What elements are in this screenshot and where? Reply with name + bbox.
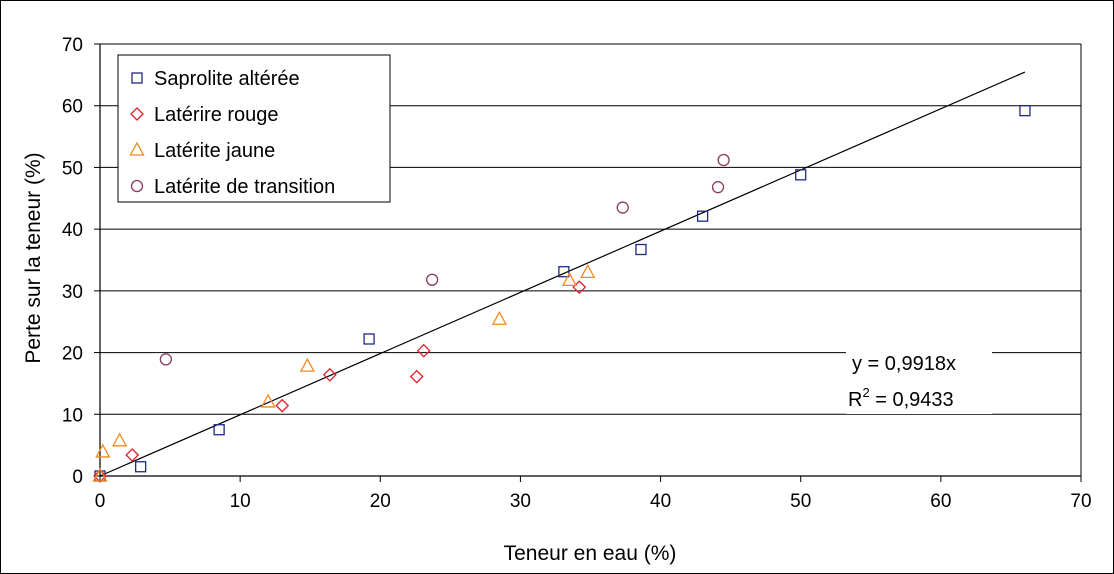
data-point-diamond: [322, 367, 337, 382]
axis-ticks: 0 10 20 30 40 50 60 70 0 10 20 30 40 50 60 70: [62, 35, 1092, 512]
data-point-diamond: [125, 448, 140, 462]
legend-marker-diamond: [130, 107, 144, 121]
x-tick-label: 20: [370, 491, 391, 512]
trendline-equation: y = 0,9918x R2 = 0,9433: [846, 342, 992, 414]
data-point-circle: [425, 273, 439, 286]
data-point-triangle: [561, 272, 578, 287]
x-tick-label: 50: [790, 491, 811, 512]
data-point-diamond: [93, 469, 107, 483]
data-point-triangle: [299, 357, 316, 372]
data-point-triangle: [112, 432, 128, 447]
gridlines: [99, 43, 1082, 477]
y-tick-label: 70: [62, 35, 83, 56]
data-point-square: [558, 266, 570, 278]
x-tick-label: 0: [95, 491, 106, 512]
data-point-square: [635, 243, 647, 256]
legend-marker-circle: [130, 179, 144, 193]
data-points: [92, 105, 1031, 483]
data-point-circle: [711, 181, 725, 194]
legend-label: Latérite de transition: [154, 176, 335, 198]
legend-label: Latérite jaune: [154, 140, 275, 162]
y-tick-label: 10: [62, 405, 83, 426]
y-tick-label: 20: [62, 344, 83, 365]
y-tick-label: 50: [62, 158, 83, 179]
x-tick-label: 10: [230, 491, 251, 512]
r-squared-sup: 2: [862, 385, 869, 400]
data-point-triangle: [260, 393, 276, 408]
trendline: [99, 71, 1026, 477]
x-tick-label: 70: [1070, 491, 1091, 512]
data-point-triangle: [580, 263, 596, 278]
legend: Saprolite altérée Latérire rouge Latérite …: [117, 54, 391, 203]
data-point-triangle: [92, 467, 108, 482]
data-point-square: [363, 333, 375, 345]
y-tick-label: 40: [62, 220, 83, 241]
data-point-triangle: [95, 443, 111, 458]
equation-text: y = 0,9918x: [852, 353, 956, 375]
data-point-square: [1019, 105, 1031, 117]
data-point-triangle: [491, 310, 507, 325]
x-tick-label: 30: [510, 491, 531, 512]
y-axis-label: Perte sur la teneur (%): [22, 152, 45, 363]
data-point-circle: [159, 353, 173, 366]
x-tick-label: 60: [930, 491, 951, 512]
legend-marker-square: [131, 72, 143, 84]
data-point-diamond: [416, 343, 431, 358]
data-point-circle: [616, 201, 629, 214]
equation-background: [846, 342, 992, 414]
legend-marker-triangle: [129, 141, 145, 156]
r-squared-value: = 0,9433: [870, 389, 954, 411]
r-squared-label: R: [848, 389, 862, 411]
trendline-group: [99, 71, 1026, 477]
data-point-square: [696, 210, 709, 222]
y-tick-label: 0: [72, 467, 83, 488]
y-tick-label: 30: [62, 282, 83, 303]
legend-box: [117, 54, 391, 203]
data-point-square: [795, 169, 807, 181]
r-squared-text: R2 = 0,9433: [848, 385, 954, 411]
x-tick-label: 40: [650, 491, 671, 512]
y-tick-label: 60: [62, 97, 83, 118]
data-point-circle: [717, 153, 730, 167]
data-point-diamond: [409, 369, 424, 384]
legend-label: Saprolite altérée: [154, 68, 300, 90]
data-point-square: [213, 424, 225, 436]
data-point-diamond: [275, 398, 290, 413]
x-axis-label: Teneur en eau (%): [504, 542, 677, 565]
data-point-square: [134, 461, 147, 473]
legend-label: Latérire rouge: [154, 104, 279, 126]
